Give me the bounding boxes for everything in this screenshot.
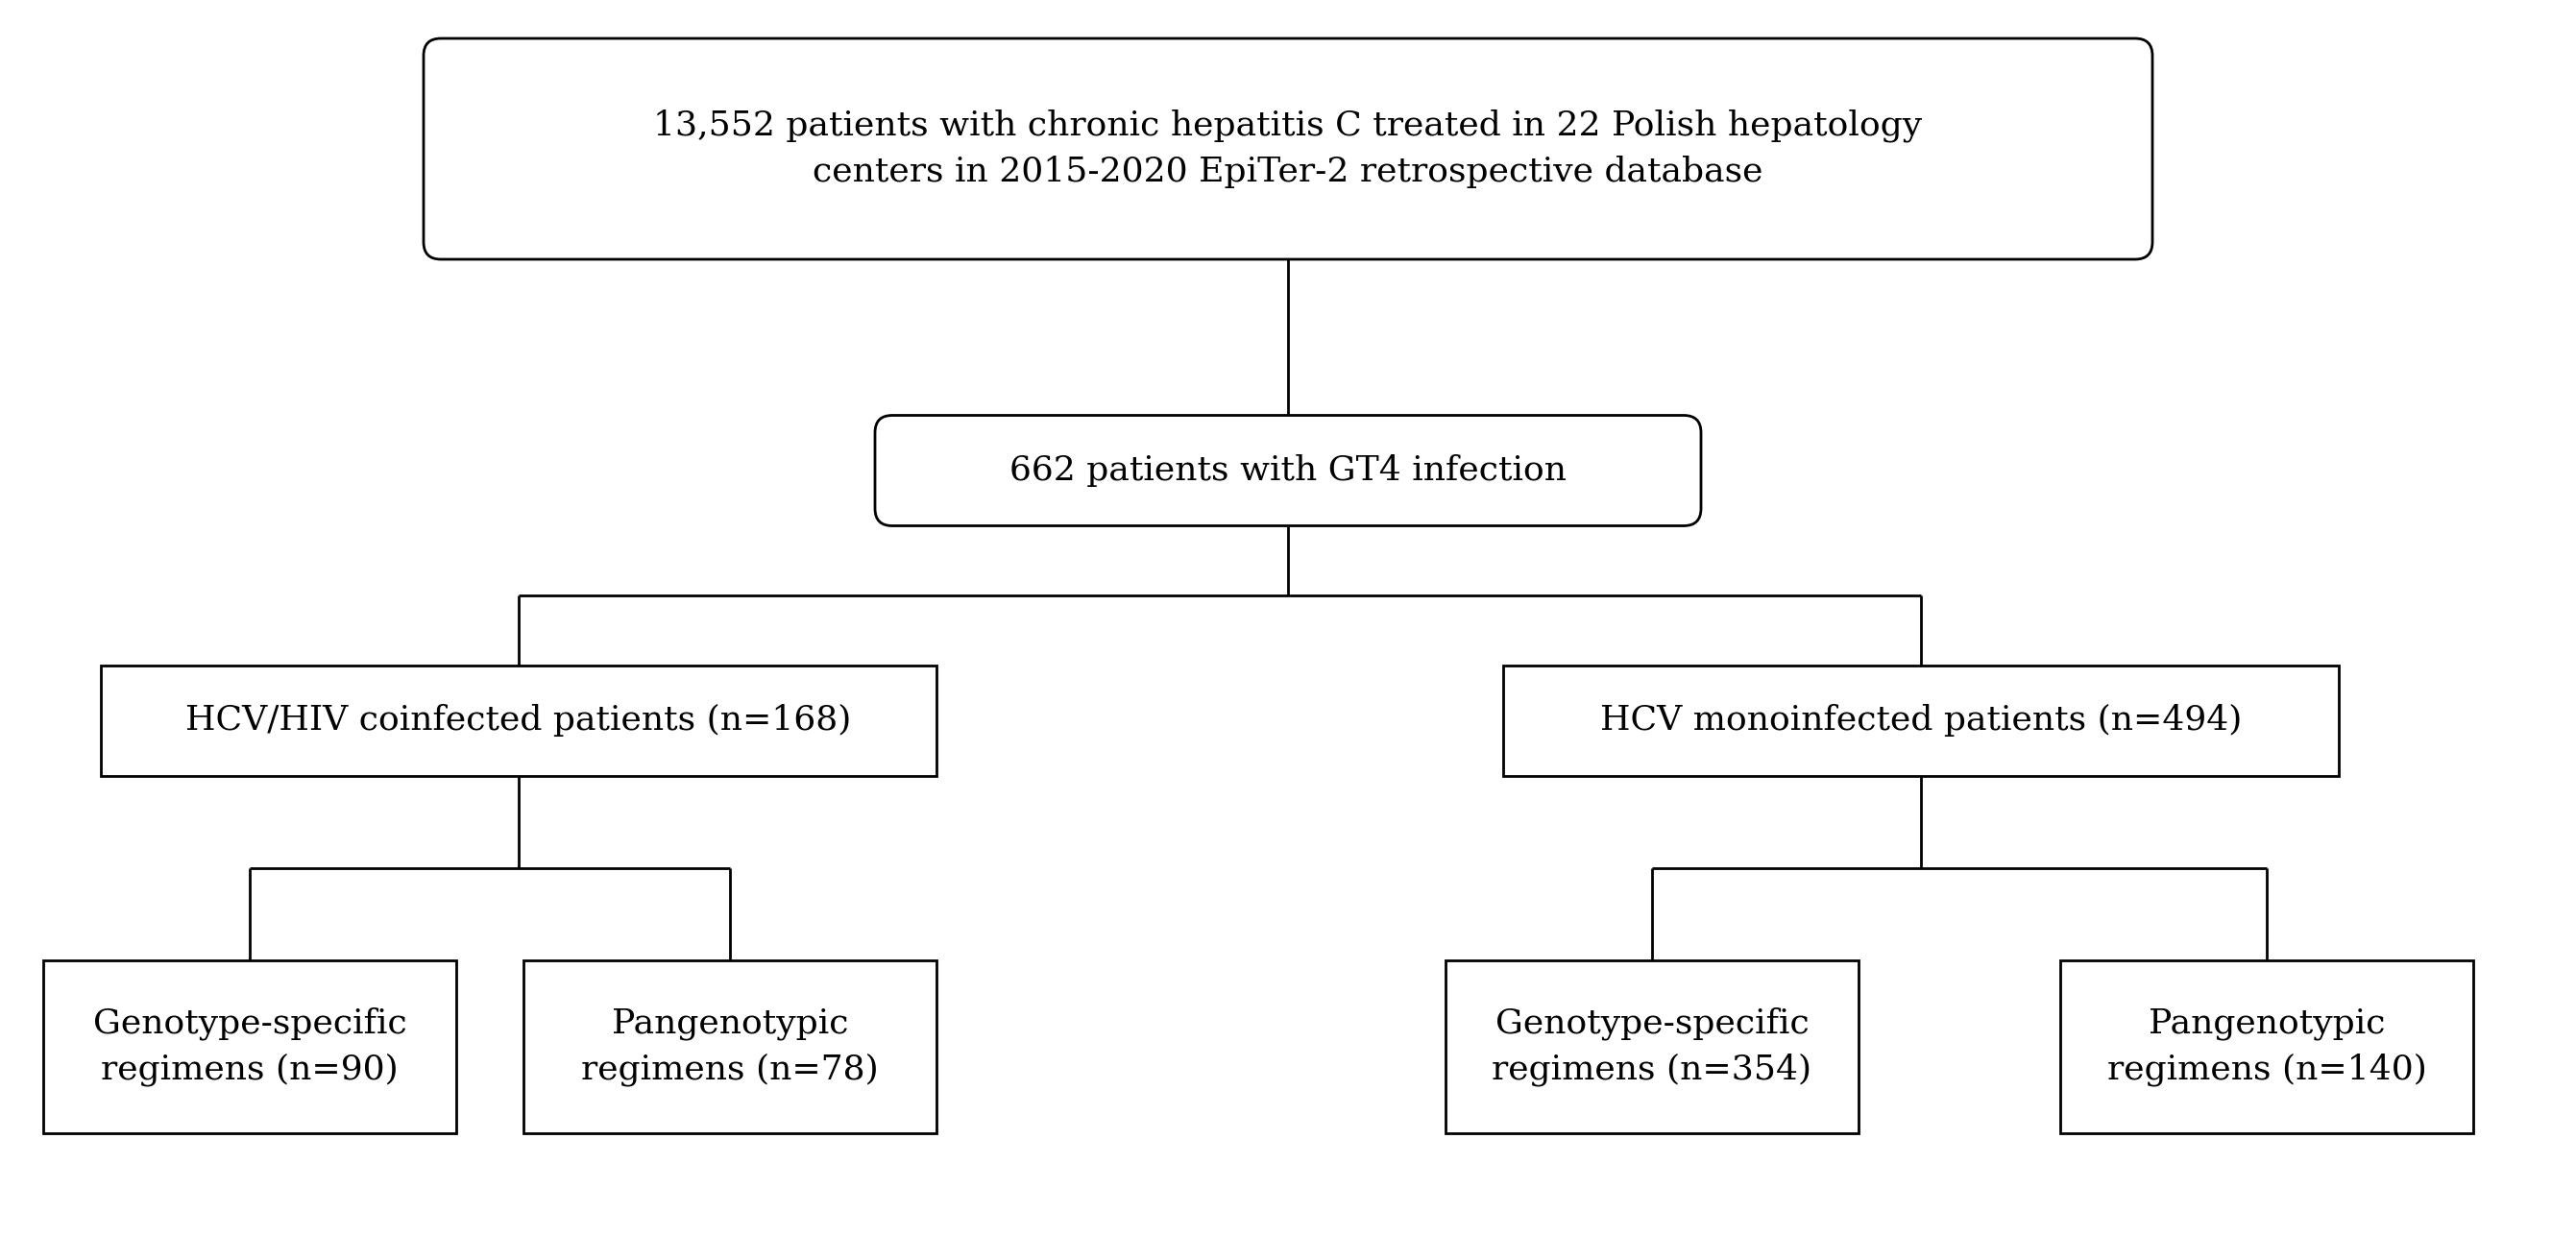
Text: 13,552 patients with chronic hepatitis C treated in 22 Polish hepatology
centers: 13,552 patients with chronic hepatitis C…: [654, 110, 1922, 188]
Text: Genotype-specific
regimens (n=354): Genotype-specific regimens (n=354): [1492, 1007, 1811, 1086]
FancyBboxPatch shape: [422, 38, 2154, 260]
Text: HCV/HIV coinfected patients (n=168): HCV/HIV coinfected patients (n=168): [185, 704, 853, 737]
Bar: [1504, 665, 2339, 775]
Text: HCV monoinfected patients (n=494): HCV monoinfected patients (n=494): [1600, 704, 2241, 737]
Bar: [2061, 960, 2473, 1133]
Text: Genotype-specific
regimens (n=90): Genotype-specific regimens (n=90): [93, 1007, 407, 1086]
Text: Pangenotypic
regimens (n=140): Pangenotypic regimens (n=140): [2107, 1008, 2427, 1086]
Bar: [44, 960, 456, 1133]
Bar: [100, 665, 938, 775]
Text: Pangenotypic
regimens (n=78): Pangenotypic regimens (n=78): [582, 1008, 878, 1086]
FancyBboxPatch shape: [876, 416, 1700, 525]
Bar: [523, 960, 938, 1133]
Text: 662 patients with GT4 infection: 662 patients with GT4 infection: [1010, 455, 1566, 486]
Bar: [1445, 960, 1857, 1133]
